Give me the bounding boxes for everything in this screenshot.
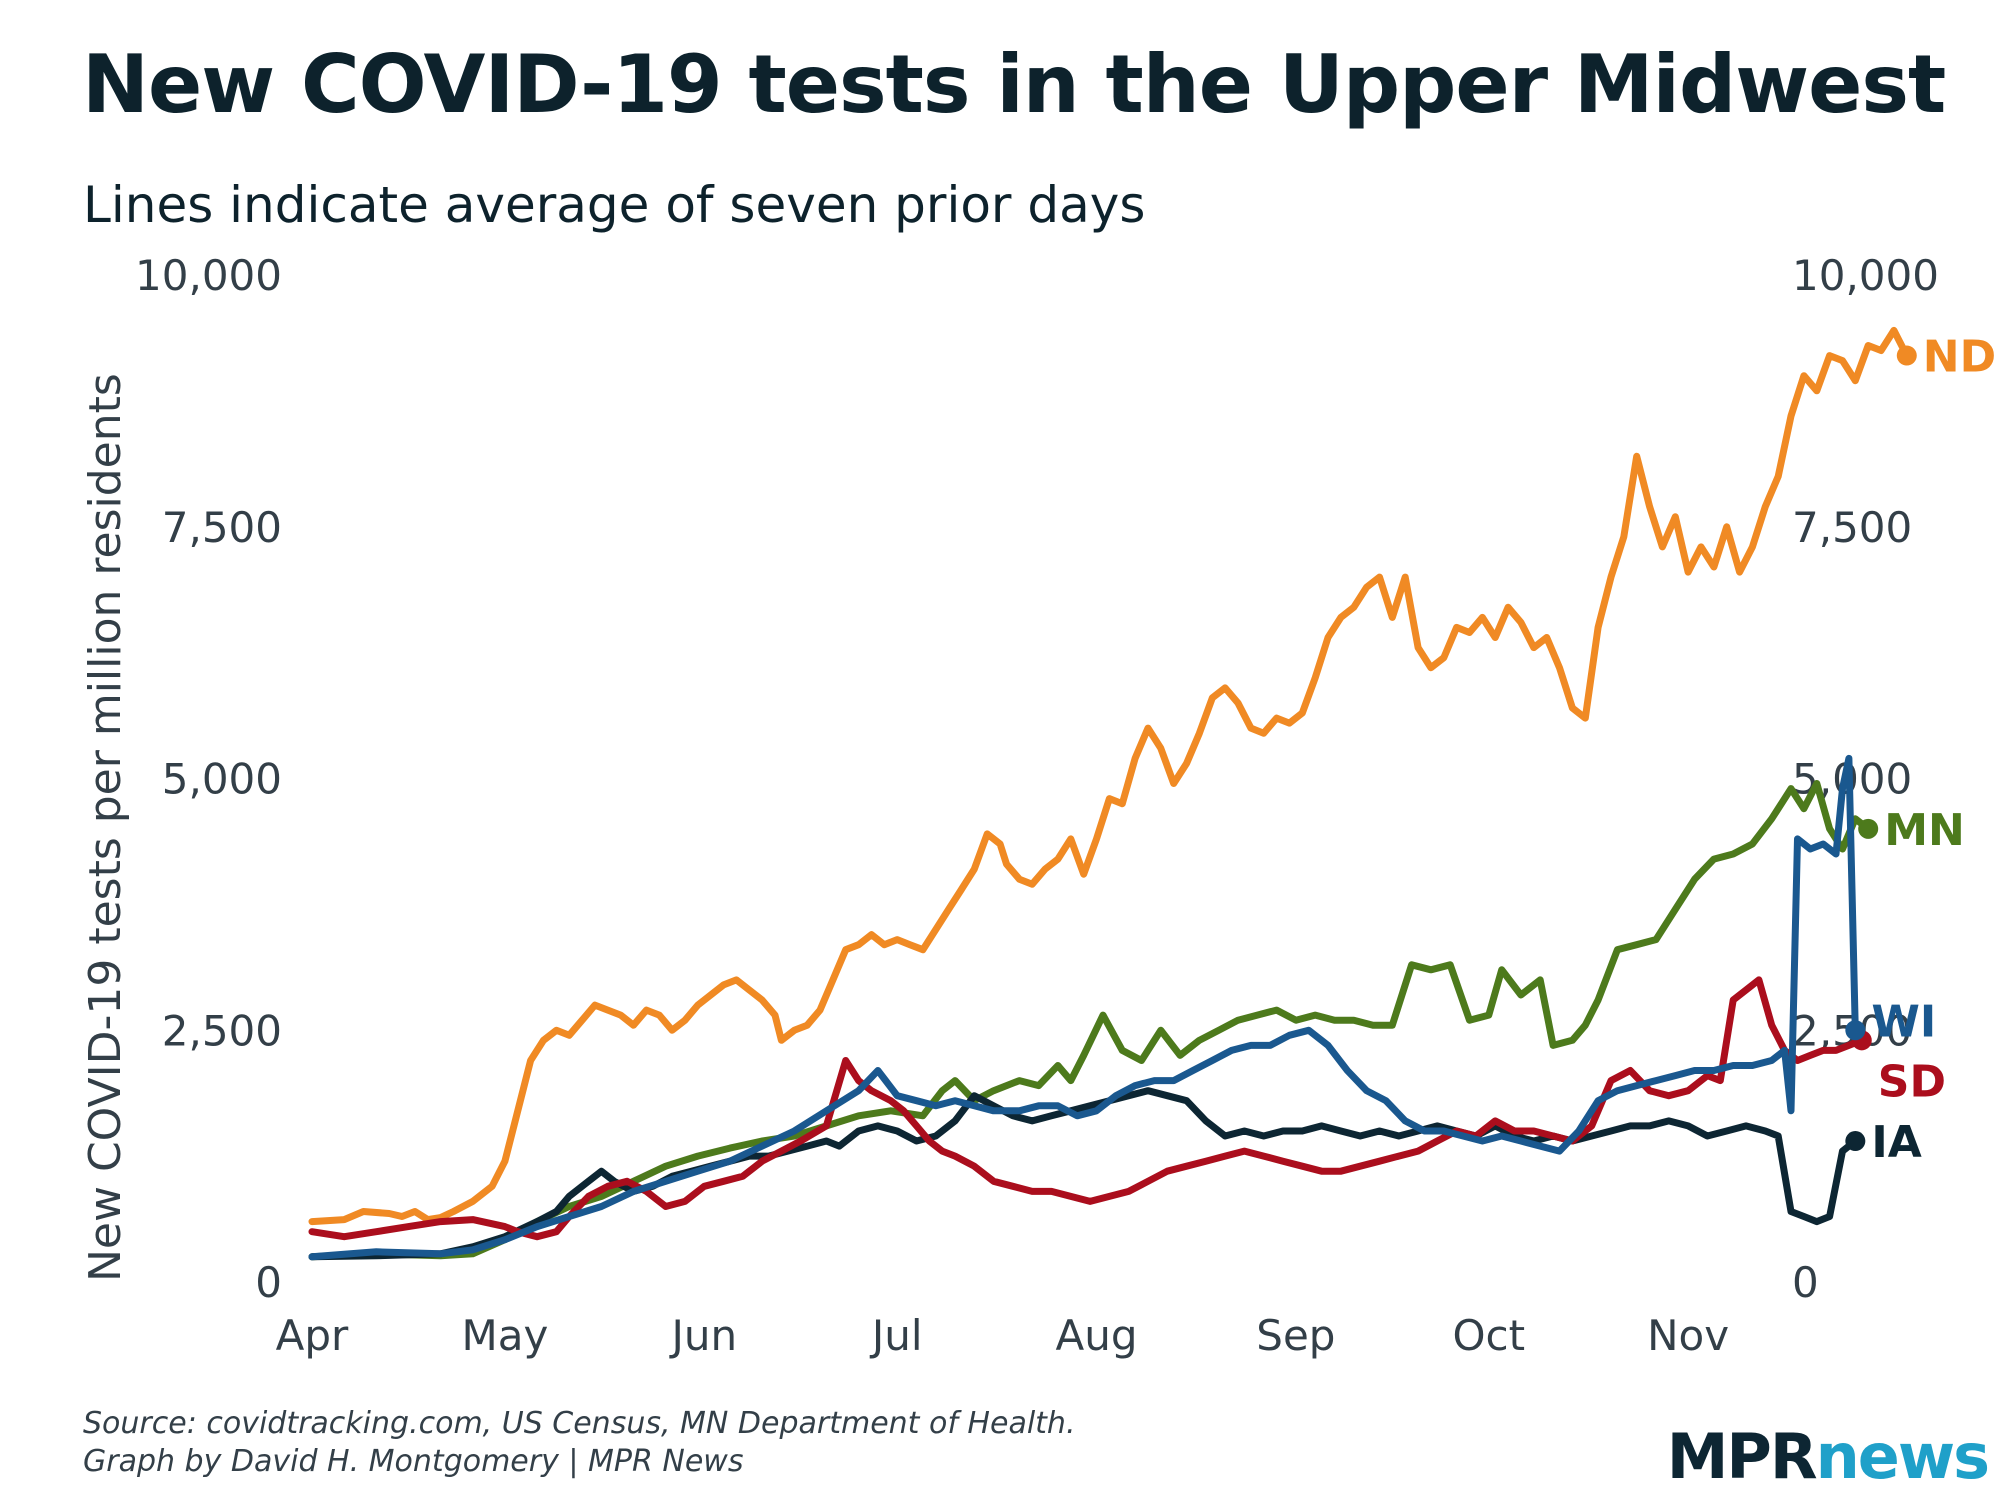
y-tick-label-right: 0 — [1792, 1258, 1819, 1307]
x-tick-label: Jun — [668, 1311, 737, 1360]
logo-news: news — [1815, 1420, 1990, 1493]
x-tick-label: Jul — [869, 1311, 923, 1360]
source-note: Source: covidtracking.com, US Census, MN… — [83, 1405, 1075, 1481]
series-line-wi — [308, 754, 1859, 1261]
chart-title: New COVID-19 tests in the Upper Midwest — [82, 38, 1946, 131]
y-tick-label-left: 2,500 — [162, 1006, 282, 1055]
series-end-dot-ia — [1845, 1131, 1866, 1152]
y-tick-label-right: 7,500 — [1792, 503, 1912, 552]
x-tick-label: Apr — [276, 1311, 349, 1360]
credit-line: Graph by David H. Montgomery | MPR News — [83, 1444, 744, 1479]
y-tick-label-left: 0 — [255, 1258, 282, 1307]
x-tick-label: Nov — [1647, 1311, 1729, 1360]
series-label-mn: MN — [1884, 805, 1965, 856]
series-label-wi: WI — [1871, 996, 1936, 1047]
x-tick-label: Aug — [1056, 1311, 1138, 1360]
series-line-mn — [308, 780, 1872, 1261]
series-end-dot-mn — [1858, 818, 1879, 839]
series-end-dot-wi — [1845, 1020, 1866, 1041]
y-tick-label-left: 7,500 — [162, 503, 282, 552]
y-tick-label-left: 10,000 — [135, 251, 282, 300]
x-tick-label: Oct — [1452, 1311, 1525, 1360]
logo-mpr: MPR — [1666, 1420, 1818, 1493]
x-tick-label: Sep — [1256, 1311, 1335, 1360]
chart-subtitle: Lines indicate average of seven prior da… — [83, 176, 1146, 234]
source-line: Source: covidtracking.com, US Census, MN… — [83, 1406, 1076, 1441]
y-tick-label-right: 10,000 — [1792, 251, 1939, 300]
series-line-nd — [308, 326, 1911, 1226]
series-label-sd: SD — [1878, 1056, 1946, 1107]
y-axis-label: New COVID-19 tests per million residents — [80, 373, 131, 1282]
series-label-ia: IA — [1871, 1117, 1921, 1168]
mpr-news-logo: MPRnews — [1666, 1420, 1990, 1493]
series-label-nd: ND — [1923, 332, 1996, 383]
x-tick-label: May — [461, 1311, 548, 1360]
y-tick-label-left: 5,000 — [162, 755, 282, 804]
series-end-dot-nd — [1896, 345, 1917, 366]
